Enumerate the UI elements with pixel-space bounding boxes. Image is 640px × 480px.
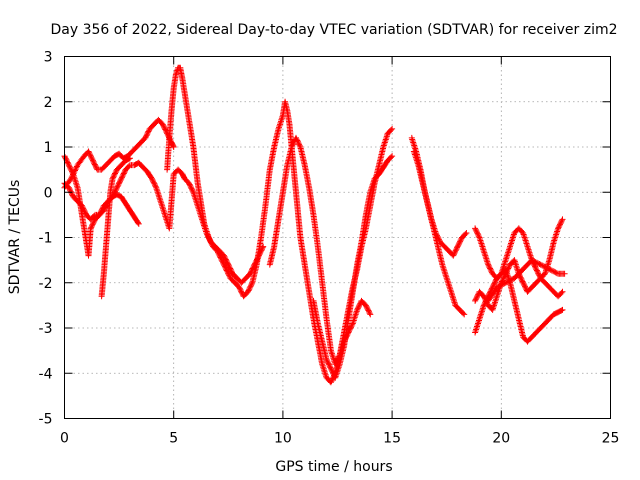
x-tick-label: 10 (274, 431, 292, 447)
y-tick-label: 3 (44, 50, 53, 66)
tick-labels: 0 5 10 15 20 25 -5 -4 -3 -2 -1 0 1 2 3 (39, 50, 620, 447)
series-t9 (408, 134, 468, 318)
y-tick-label: 2 (44, 95, 53, 111)
point-markers (472, 266, 566, 345)
series-t11 (472, 266, 566, 345)
y-tick-label: -4 (39, 366, 53, 382)
point-markers (408, 134, 468, 318)
point-markers (485, 257, 568, 304)
x-tick-label: 25 (602, 431, 620, 447)
x-axis-label: GPS time / hours (275, 459, 392, 475)
x-tick-label: 15 (383, 431, 401, 447)
y-tick-label: -1 (39, 231, 53, 247)
x-tick-label: 5 (169, 431, 178, 447)
series-t7 (310, 153, 396, 381)
point-markers (310, 153, 396, 381)
series-t4 (98, 155, 133, 300)
y-tick-label: -5 (39, 412, 53, 428)
chart-title: Day 356 of 2022, Sidereal Day-to-day VTE… (51, 22, 618, 38)
x-tick-label: 20 (492, 431, 510, 447)
series-t13 (485, 257, 568, 304)
point-markers (98, 155, 133, 300)
axis-ticks (64, 56, 611, 419)
y-tick-label: -2 (39, 276, 53, 292)
y-tick-label: -3 (39, 321, 53, 337)
y-tick-label: 0 (44, 185, 53, 201)
y-axis-label: SDTVAR / TECUs (7, 180, 23, 295)
y-tick-label: 1 (44, 140, 53, 156)
x-tick-label: 0 (60, 431, 69, 447)
